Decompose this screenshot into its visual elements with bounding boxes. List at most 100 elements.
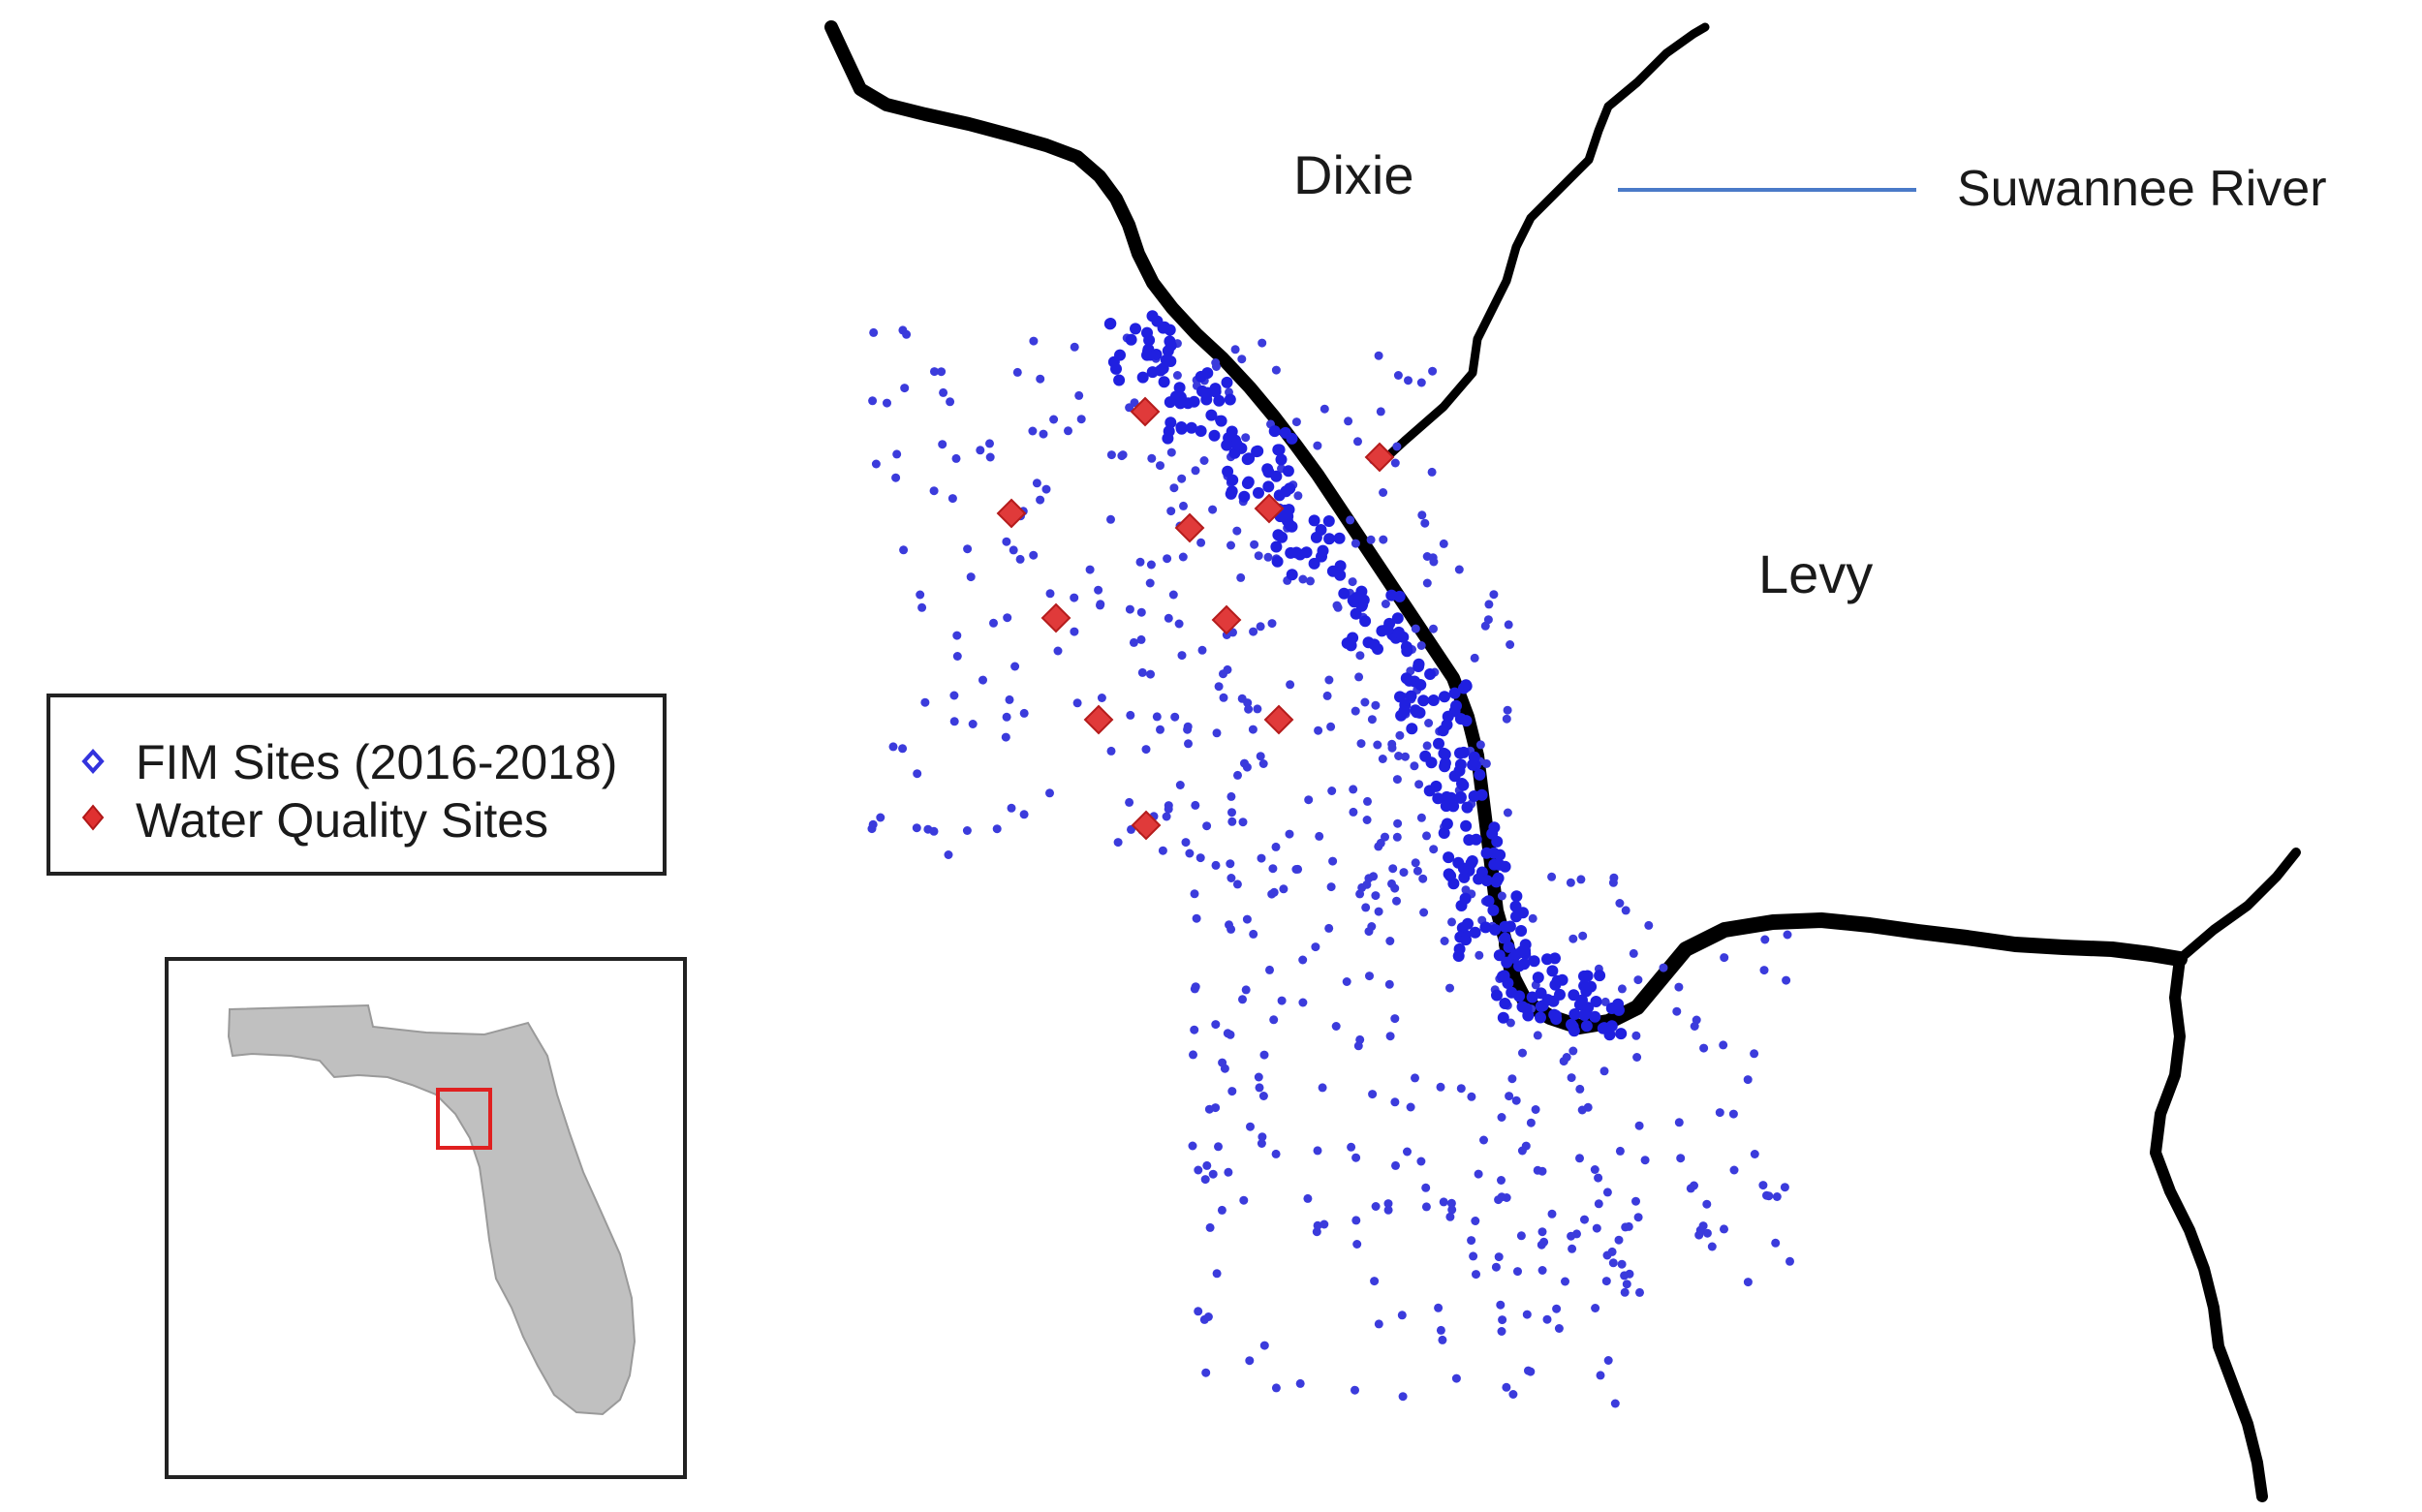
fim-site-marker: [1194, 1307, 1203, 1316]
fim-site-marker: [1750, 1049, 1759, 1059]
fim-site-marker: [1504, 620, 1513, 630]
fim-site-marker: [1498, 970, 1510, 982]
fim-site-marker: [1106, 746, 1116, 756]
fim-site-marker: [1537, 1166, 1547, 1176]
fim-site-marker: [1041, 484, 1051, 494]
fim-site-marker: [1028, 426, 1038, 436]
fim-site-marker: [1395, 730, 1405, 740]
fim-site-marker: [1298, 998, 1308, 1007]
fim-site-marker: [1528, 955, 1540, 968]
fim-site-marker: [1097, 694, 1106, 702]
fim-site-marker: [1629, 948, 1638, 958]
fim-site-marker: [1457, 746, 1470, 758]
fim-site-marker: [1213, 394, 1226, 407]
fim-site-marker: [1271, 1149, 1281, 1158]
fim-site-marker: [1007, 803, 1016, 813]
fim-site-marker: [1191, 982, 1200, 992]
fim-site-marker: [1379, 488, 1388, 497]
fim-site-marker: [1303, 1193, 1313, 1203]
fim-site-marker: [1212, 728, 1222, 738]
fim-site-marker: [1782, 975, 1791, 985]
fim-site-marker: [1237, 355, 1247, 364]
fim-site-marker: [1125, 797, 1134, 807]
fim-site-marker: [1106, 514, 1115, 524]
fim-site-marker: [1516, 1001, 1529, 1013]
fim-site-marker: [1147, 453, 1157, 463]
fim-site-marker: [1440, 937, 1449, 945]
fim-site-marker: [1562, 1053, 1571, 1062]
fim-site-marker: [1179, 501, 1188, 510]
fim-site-marker: [1434, 1303, 1444, 1312]
fim-site-marker: [1473, 873, 1485, 885]
fim-site-marker: [1376, 838, 1385, 848]
fim-site-marker: [1249, 929, 1258, 939]
fim-site-marker: [1506, 640, 1515, 649]
fim-site-marker: [1258, 1092, 1268, 1100]
fim-site-marker: [1152, 712, 1162, 722]
fim-site-marker: [1352, 1240, 1362, 1249]
fim-site-marker: [1164, 396, 1176, 409]
fim-site-marker: [1257, 853, 1266, 863]
fim-site-marker: [1218, 1058, 1227, 1067]
fim-site-marker: [1385, 937, 1395, 945]
fim-site-marker: [1785, 1256, 1794, 1266]
fim-site-marker: [1256, 622, 1265, 632]
fim-site-marker: [1417, 694, 1430, 707]
fim-site-marker: [1202, 821, 1212, 831]
fim-site-marker: [1275, 453, 1288, 466]
fim-site-marker: [1382, 623, 1394, 635]
suwannee-river-channel: [1376, 22, 1710, 468]
fim-site-marker: [1568, 1046, 1578, 1056]
fim-site-marker: [1254, 1072, 1263, 1082]
fim-site-marker: [1401, 752, 1410, 761]
fim-site-marker: [1164, 804, 1173, 814]
fim-site-marker: [1244, 704, 1254, 714]
fim-site-marker: [1600, 997, 1610, 1006]
fim-site-marker: [1230, 439, 1243, 450]
fim-site-marker: [1622, 1280, 1631, 1289]
fim-site-marker: [1285, 546, 1297, 559]
fim-site-marker: [1368, 1090, 1378, 1099]
open-diamond-icon: [81, 749, 105, 774]
fim-site-marker: [1224, 393, 1236, 406]
fim-site-marker: [1699, 1043, 1709, 1053]
fim-site-marker: [1497, 1176, 1506, 1185]
fim-site-marker: [1497, 1192, 1506, 1202]
fim-site-marker: [1458, 682, 1470, 694]
fim-site-marker: [1262, 466, 1275, 478]
fim-site-marker: [1338, 587, 1351, 600]
fim-site-marker: [1515, 925, 1528, 937]
fim-site-marker: [1488, 821, 1501, 834]
fim-site-marker: [1291, 417, 1301, 427]
fim-site-marker: [1400, 672, 1413, 685]
fim-site-marker: [1450, 699, 1462, 712]
fim-site-marker: [1422, 741, 1432, 751]
fim-site-marker: [1539, 1237, 1549, 1247]
fim-site-marker: [1166, 447, 1176, 457]
fim-site-marker: [1199, 456, 1209, 465]
fim-site-marker: [1427, 467, 1437, 477]
fim-site-marker: [1489, 923, 1502, 936]
fim-site-marker: [1568, 989, 1580, 1002]
fim-site-marker: [1615, 899, 1625, 908]
fim-site-marker: [1259, 1341, 1269, 1350]
fim-site-marker: [1349, 807, 1358, 817]
fim-site-marker: [1580, 1020, 1593, 1033]
fim-site-marker: [1354, 672, 1364, 682]
fim-site-marker: [1720, 1224, 1728, 1234]
fim-site-marker: [1281, 509, 1293, 522]
fim-sites: [867, 310, 1794, 1408]
fim-site-marker: [1537, 1266, 1547, 1275]
fim-site-marker: [1241, 478, 1254, 489]
fim-site-marker: [1125, 604, 1134, 614]
fim-site-marker: [1344, 417, 1353, 426]
water-quality-site-marker: [1263, 704, 1294, 735]
fim-site-marker: [1496, 1300, 1506, 1310]
study-area-highlight: [436, 1088, 492, 1150]
fim-site-marker: [1351, 592, 1363, 603]
fim-site-marker: [1510, 910, 1522, 923]
fim-site-marker: [1460, 934, 1472, 946]
fim-site-marker: [1452, 856, 1465, 869]
fim-site-marker: [1393, 371, 1403, 380]
fim-site-marker: [1245, 1356, 1255, 1366]
